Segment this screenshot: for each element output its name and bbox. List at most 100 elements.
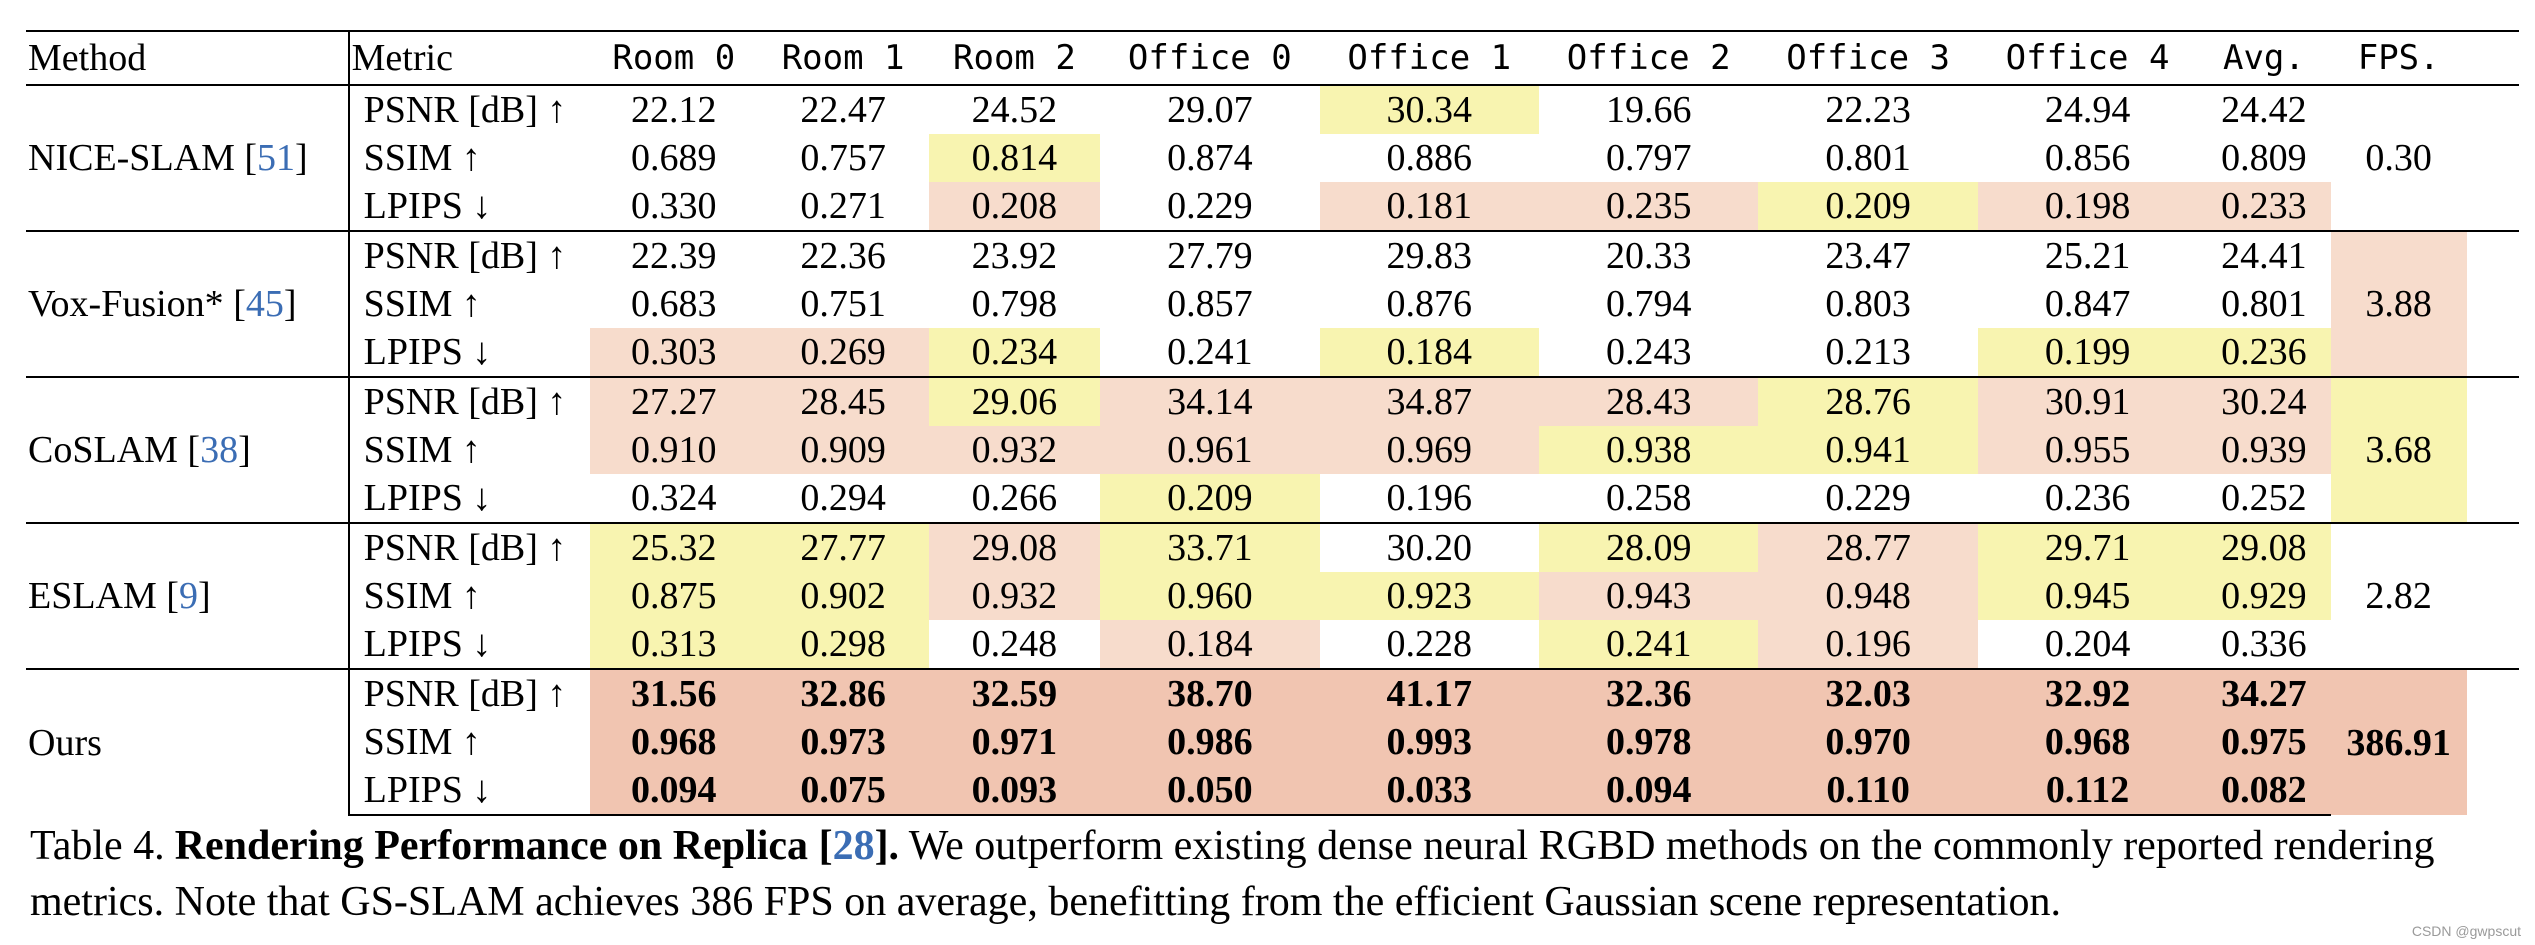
- value-office-4: 0.199: [1977, 328, 2198, 377]
- metric-ssim: SSIM ↑: [363, 137, 481, 179]
- table-row: Ours PSNR [dB] ↑ 31.56 32.86 32.59 38.70 41.17…: [26, 668, 2519, 815]
- table-caption: Table 4. Rendering Performance on Replica…: [30, 818, 2520, 930]
- value-office-0: 0.184: [1100, 620, 1320, 669]
- header-metric: Metric: [348, 30, 591, 86]
- value-office-3: 0.801: [1825, 137, 1911, 179]
- value-room-0: 0.689: [631, 137, 717, 179]
- pad-cell: [2466, 230, 2519, 377]
- value-office-4: 0.204: [2044, 623, 2131, 665]
- value-room-2: 0.093: [928, 766, 1101, 816]
- table-body: NICE-SLAM [51] PSNR [dB] ↑ 22.12 22.47 24.52…: [26, 84, 2519, 816]
- value-office-0: 0.960: [1100, 572, 1320, 620]
- value-fps: 0.30: [2330, 84, 2467, 231]
- value-office-2: 0.241: [1538, 620, 1759, 669]
- value-office-1: 0.969: [1319, 426, 1539, 474]
- value-room-2: 32.59: [928, 668, 1101, 718]
- value-avg: 0.236: [2197, 328, 2331, 377]
- value-room-1: 0.909: [757, 426, 929, 474]
- header-office-4: Office 4: [1977, 30, 2198, 86]
- table-row: SSIM ↑ 0.689 0.757 0.814 0.874 0.886 0.797 0.80…: [26, 134, 2519, 182]
- value-fps: 3.88: [2330, 230, 2467, 377]
- metric-psnr: PSNR [dB] ↑: [348, 668, 591, 718]
- metric-ssim: SSIM ↑: [363, 721, 481, 763]
- header-fps: FPS.: [2330, 30, 2467, 86]
- table-row: SSIM ↑ 0.910 0.909 0.932 0.961 0.969 0.938 0.94…: [26, 426, 2519, 474]
- value-room-1: 32.86: [757, 668, 929, 718]
- method-citation[interactable]: 51: [257, 137, 296, 179]
- value-room-1: 0.294: [800, 477, 886, 519]
- value-room-0: 31.56: [590, 668, 758, 718]
- value-office-0: 0.961: [1100, 426, 1320, 474]
- value-office-2: 0.235: [1538, 182, 1759, 231]
- method-name: CoSLAM [38]: [26, 376, 350, 523]
- value-office-4: 30.91: [1977, 376, 2198, 426]
- value-office-3: 0.948: [1758, 572, 1978, 620]
- value-office-3: 22.23: [1758, 84, 1978, 134]
- value-avg: 0.939: [2197, 426, 2331, 474]
- table-row: NICE-SLAM [51] PSNR [dB] ↑ 22.12 22.47 24.52…: [26, 84, 2519, 231]
- table-row: LPIPS ↓ 0.303 0.269 0.234 0.241 0.184 0.243 0.2…: [26, 328, 2519, 377]
- table-row: SSIM ↑ 0.968 0.973 0.971 0.986 0.993 0.978 0.97…: [26, 718, 2519, 766]
- method-cite-open: [: [244, 137, 258, 179]
- value-office-2: 20.33: [1538, 230, 1759, 280]
- value-office-4: 24.94: [1977, 84, 2198, 134]
- value-office-3: 28.76: [1758, 376, 1978, 426]
- caption-citation[interactable]: 28: [832, 823, 875, 869]
- value-room-2: 0.798: [971, 283, 1058, 325]
- value-office-2: 0.794: [1605, 283, 1692, 325]
- method-cite-open: [: [166, 575, 179, 617]
- value-office-1: 29.83: [1319, 230, 1539, 280]
- value-office-2: 0.938: [1538, 426, 1759, 474]
- value-office-1: 0.196: [1386, 477, 1473, 519]
- value-office-0: 0.229: [1167, 185, 1253, 227]
- value-room-2: 0.932: [928, 572, 1101, 620]
- header-pad: [2466, 30, 2519, 86]
- method-cite-close: ]: [197, 575, 211, 617]
- value-room-0: 0.968: [590, 718, 758, 766]
- value-office-4: 0.847: [2044, 283, 2131, 325]
- value-office-1: 0.181: [1319, 182, 1539, 231]
- value-office-0: 0.986: [1100, 718, 1320, 766]
- method-citation[interactable]: 45: [245, 283, 284, 325]
- value-office-4: 32.92: [1977, 668, 2198, 718]
- value-office-1: 34.87: [1319, 376, 1539, 426]
- value-office-1: 0.184: [1319, 328, 1539, 377]
- value-room-1: 0.271: [800, 185, 886, 227]
- header-avg: Avg.: [2197, 30, 2331, 86]
- value-office-2: 28.43: [1538, 376, 1759, 426]
- value-room-0: 0.094: [590, 766, 758, 816]
- header-method: Method: [26, 30, 350, 86]
- method-cite-open: [: [187, 429, 201, 471]
- value-office-2: 0.258: [1605, 477, 1692, 519]
- value-room-2: 0.932: [928, 426, 1101, 474]
- value-fps: 3.68: [2330, 376, 2467, 523]
- method-name: NICE-SLAM [51]: [26, 84, 350, 231]
- value-room-2: 0.971: [928, 718, 1101, 766]
- value-office-4: 0.945: [1977, 572, 2198, 620]
- metric-lpips: LPIPS ↓: [363, 623, 492, 665]
- metric-lpips: LPIPS ↓: [363, 331, 492, 373]
- value-office-0: 0.874: [1167, 137, 1253, 179]
- value-avg: 0.252: [2221, 477, 2307, 519]
- pad-cell: [2466, 84, 2519, 231]
- value-room-2: 29.08: [928, 522, 1101, 572]
- value-office-0: 34.14: [1100, 376, 1320, 426]
- metric-psnr: PSNR [dB] ↑: [348, 84, 591, 134]
- value-office-2: 0.978: [1538, 718, 1759, 766]
- value-office-4: 0.112: [1977, 766, 2198, 816]
- value-office-4: 0.198: [1977, 182, 2198, 231]
- metric-psnr: PSNR [dB] ↑: [348, 230, 591, 280]
- value-office-3: 0.110: [1758, 766, 1978, 816]
- method-citation[interactable]: 38: [200, 429, 239, 471]
- metric-lpips: LPIPS ↓: [363, 185, 492, 227]
- method-citation[interactable]: 9: [178, 575, 198, 617]
- value-office-1: 41.17: [1319, 668, 1539, 718]
- value-room-1: 0.902: [757, 572, 929, 620]
- caption-label: Table 4.: [30, 823, 165, 869]
- value-avg: 0.082: [2197, 766, 2331, 816]
- value-office-3: 32.03: [1758, 668, 1978, 718]
- method-label: Vox-Fusion*: [28, 283, 234, 325]
- value-avg: 0.801: [2221, 283, 2307, 325]
- value-room-0: 0.683: [631, 283, 717, 325]
- header-office-2: Office 2: [1538, 30, 1759, 86]
